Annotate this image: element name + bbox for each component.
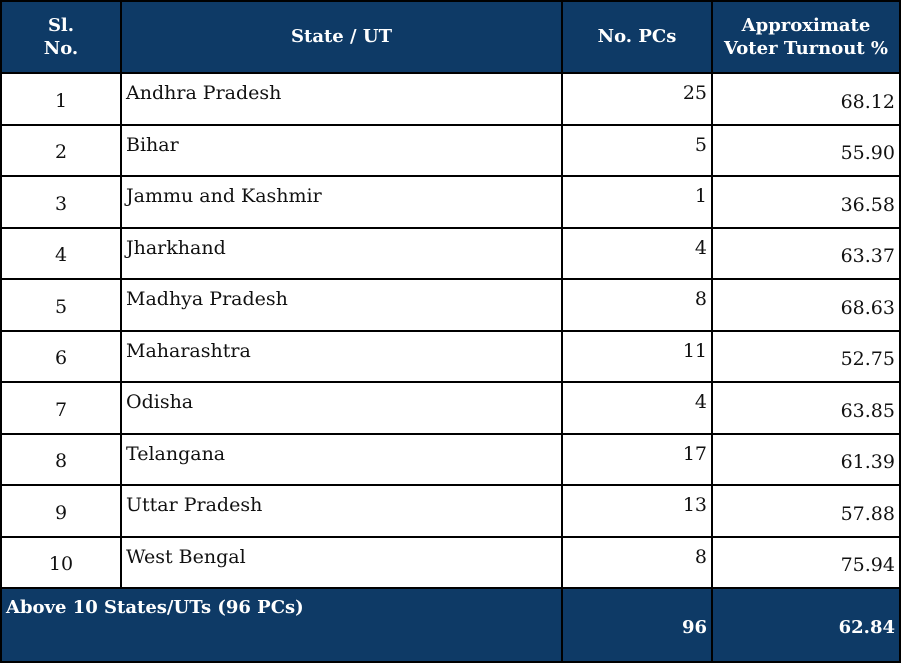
cell-state: Bihar (120, 123, 563, 177)
header-pcs: No. PCs (561, 0, 713, 74)
cell-sl: 2 (0, 123, 122, 177)
header-turnout: Approximate Voter Turnout % (711, 0, 901, 74)
cell-state: Jammu and Kashmir (120, 175, 563, 229)
table-row: 2 Bihar 5 55.90 (0, 123, 901, 177)
table-row: 6 Maharashtra 11 52.75 (0, 329, 901, 383)
cell-turnout: 36.58 (711, 175, 901, 229)
cell-pcs: 5 (561, 123, 713, 177)
table-row: 9 Uttar Pradesh 13 57.88 (0, 484, 901, 538)
header-sl-no: Sl. No. (0, 0, 122, 74)
table-row: 1 Andhra Pradesh 25 68.12 (0, 72, 901, 126)
table-row: 10 West Bengal 8 75.94 (0, 535, 901, 589)
cell-state: Odisha (120, 381, 563, 435)
total-pcs: 96 (561, 587, 713, 663)
cell-state: Madhya Pradesh (120, 278, 563, 332)
cell-sl: 7 (0, 381, 122, 435)
table-footer: Above 10 States/UTs (96 PCs) 96 62.84 (0, 587, 901, 663)
table-header: Sl. No. State / UT No. PCs Approximate V… (0, 0, 901, 74)
header-turnout-line2: Voter Turnout % (723, 38, 888, 59)
total-label: Above 10 States/UTs (96 PCs) (0, 587, 563, 663)
cell-sl: 1 (0, 72, 122, 126)
cell-pcs: 13 (561, 484, 713, 538)
cell-pcs: 11 (561, 329, 713, 383)
total-row: Above 10 States/UTs (96 PCs) 96 62.84 (0, 587, 901, 663)
cell-state: Andhra Pradesh (120, 72, 563, 126)
table-row: 8 Telangana 17 61.39 (0, 432, 901, 486)
cell-state: Telangana (120, 432, 563, 486)
header-sl-line2: No. (43, 38, 79, 59)
cell-sl: 10 (0, 535, 122, 589)
cell-turnout: 61.39 (711, 432, 901, 486)
cell-sl: 4 (0, 226, 122, 280)
cell-pcs: 8 (561, 535, 713, 589)
cell-turnout: 57.88 (711, 484, 901, 538)
cell-sl: 3 (0, 175, 122, 229)
cell-pcs: 4 (561, 226, 713, 280)
table-row: 3 Jammu and Kashmir 1 36.58 (0, 175, 901, 229)
cell-turnout: 68.63 (711, 278, 901, 332)
header-sl-line1: Sl. (47, 14, 75, 36)
total-turnout: 62.84 (711, 587, 901, 663)
table-row: 4 Jharkhand 4 63.37 (0, 226, 901, 280)
cell-pcs: 25 (561, 72, 713, 126)
table-body: 1 Andhra Pradesh 25 68.12 2 Bihar 5 55.9… (0, 72, 901, 589)
cell-pcs: 17 (561, 432, 713, 486)
cell-turnout: 52.75 (711, 329, 901, 383)
cell-turnout: 63.37 (711, 226, 901, 280)
cell-sl: 8 (0, 432, 122, 486)
cell-state: West Bengal (120, 535, 563, 589)
table-row: 5 Madhya Pradesh 8 68.63 (0, 278, 901, 332)
header-row: Sl. No. State / UT No. PCs Approximate V… (0, 0, 901, 74)
cell-turnout: 68.12 (711, 72, 901, 126)
cell-pcs: 4 (561, 381, 713, 435)
cell-sl: 6 (0, 329, 122, 383)
cell-state: Jharkhand (120, 226, 563, 280)
cell-state: Uttar Pradesh (120, 484, 563, 538)
table-row: 7 Odisha 4 63.85 (0, 381, 901, 435)
cell-pcs: 8 (561, 278, 713, 332)
header-turnout-line1: Approximate (741, 14, 871, 36)
cell-turnout: 55.90 (711, 123, 901, 177)
cell-turnout: 75.94 (711, 535, 901, 589)
cell-turnout: 63.85 (711, 381, 901, 435)
cell-sl: 5 (0, 278, 122, 332)
cell-sl: 9 (0, 484, 122, 538)
cell-pcs: 1 (561, 175, 713, 229)
cell-state: Maharashtra (120, 329, 563, 383)
header-state: State / UT (120, 0, 563, 74)
